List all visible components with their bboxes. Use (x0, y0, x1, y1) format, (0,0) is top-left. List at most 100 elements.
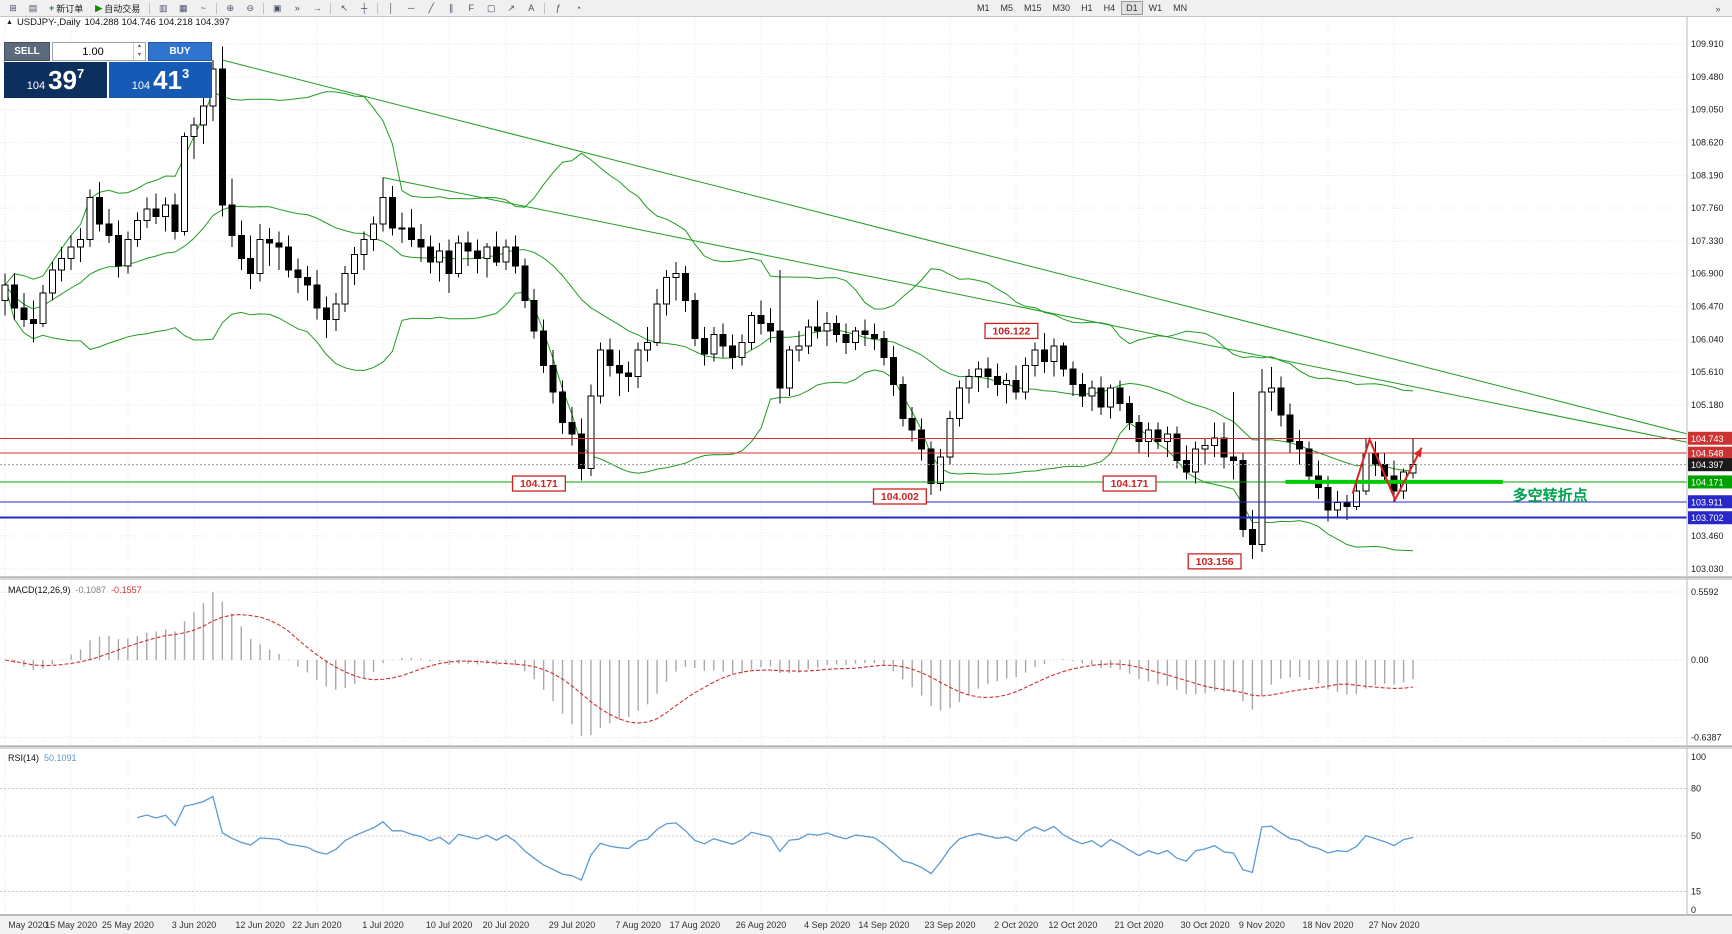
indicators-icon[interactable]: ƒ (555, 3, 561, 13)
candle (199, 98, 207, 144)
time-axis-strip[interactable] (0, 915, 1732, 934)
candlestick-chart-icon[interactable]: ▦ (178, 2, 188, 13)
candle (1088, 380, 1096, 412)
candle (114, 220, 122, 278)
candle (1144, 422, 1152, 457)
autotrading-button-label: 自动交易 (104, 3, 141, 14)
price-axis-label: 109.480 (1691, 72, 1724, 82)
candle (370, 216, 378, 251)
window-separator[interactable] (0, 746, 1732, 749)
auto-scroll-icon[interactable]: » (294, 3, 300, 13)
new-chart-icon[interactable]: ⊞ (9, 2, 17, 13)
date-axis-label: 4 Sep 2020 (804, 920, 850, 930)
chart-shift-icon[interactable]: → (312, 3, 322, 13)
candle (67, 235, 75, 270)
timeframe-button-M1[interactable]: M1 (977, 3, 990, 13)
date-axis-label: 17 Aug 2020 (670, 920, 721, 930)
price-annotation-box[interactable]: 106.122 (984, 322, 1039, 340)
price-annotation-box[interactable]: 104.002 (872, 488, 927, 505)
candle (965, 369, 973, 404)
new-order-button-label: 新订单 (56, 3, 84, 14)
candle (814, 300, 822, 339)
horizontal-line-icon[interactable]: ─ (408, 3, 415, 13)
trendline[interactable] (382, 177, 1687, 443)
timeframe-button-H4[interactable]: H4 (1103, 3, 1116, 13)
window-separator[interactable] (0, 577, 1732, 580)
profiles-icon[interactable]: ▤ (28, 2, 38, 13)
volume-decrease-button[interactable]: ▾ (137, 51, 141, 58)
svg-text:104.743: 104.743 (1691, 434, 1724, 444)
buy-price-sup: 3 (182, 66, 190, 81)
channel-icon[interactable]: ∥ (448, 2, 454, 13)
buy-price-panel[interactable]: 104 41 3 (109, 62, 212, 98)
candle (644, 327, 652, 362)
candle (474, 239, 481, 274)
timeframe-button-MN[interactable]: MN (1173, 3, 1188, 13)
text-tool-icon[interactable]: A (528, 3, 535, 13)
candle (124, 231, 132, 274)
candle (1041, 333, 1048, 373)
turning-point-label[interactable]: 多空转折点 (1513, 487, 1588, 505)
bar-chart-icon[interactable]: ▥ (158, 2, 168, 13)
tile-windows-icon[interactable]: ▣ (272, 2, 282, 13)
buy-price-big: 41 (153, 65, 183, 95)
arrow-tool-icon[interactable]: ↗ (507, 2, 515, 13)
timeframe-button-H1[interactable]: H1 (1081, 3, 1093, 13)
toolbar-separator (330, 2, 332, 14)
price-annotation-box[interactable]: 103.156 (1187, 553, 1242, 570)
svg-text:103.156: 103.156 (1196, 556, 1234, 568)
ohlc-values: 104.288 104.746 104.218 104.397 (84, 17, 230, 28)
autotrading-button[interactable]: ▶ 自动交易 (90, 1, 145, 16)
buy-button[interactable]: BUY (148, 42, 212, 61)
crosshair-icon[interactable]: ┼ (361, 3, 368, 13)
candle (729, 334, 737, 370)
toolbar-overflow-icon[interactable]: » (1715, 3, 1721, 14)
clock-icon[interactable]: ◔ (575, 3, 581, 13)
zigzag-annotation[interactable] (1351, 436, 1423, 502)
price-tag: 104.548 (1688, 446, 1732, 460)
cursor-icon[interactable]: ↖ (340, 2, 348, 13)
candle (152, 193, 160, 225)
price-annotation-box[interactable]: 104.171 (1102, 475, 1157, 492)
candle (1126, 395, 1134, 431)
shapes-icon[interactable]: ▢ (486, 2, 496, 13)
zoom-out-icon[interactable]: ⊖ (246, 2, 254, 13)
timeframe-button-D1[interactable]: D1 (1121, 1, 1143, 15)
trendline[interactable] (222, 59, 1687, 435)
candle (1258, 369, 1266, 553)
timeframe-button-M15[interactable]: M15 (1024, 3, 1042, 13)
zoom-in-icon[interactable]: ⊕ (226, 2, 234, 13)
price-axis-label: 105.610 (1691, 367, 1724, 377)
one-click-collapse-arrow[interactable]: ▲ (6, 19, 13, 26)
trendline-icon[interactable]: ╱ (428, 2, 434, 13)
candle (804, 319, 812, 354)
sell-button[interactable]: SELL (4, 42, 50, 61)
chart-title: ▲ USDJPY-,Daily 104.288 104.746 104.218 … (6, 17, 230, 28)
volume-increase-button[interactable]: ▴ (137, 43, 141, 49)
candle (691, 292, 699, 347)
date-axis-label: 14 Sep 2020 (858, 920, 909, 930)
price-axis-label: 107.760 (1691, 203, 1724, 213)
candle (237, 220, 245, 270)
candle (549, 349, 557, 404)
price-axis-label: 106.040 (1691, 334, 1724, 344)
new-order-button[interactable]: + 新订单 (44, 1, 88, 16)
timeframe-button-W1[interactable]: W1 (1148, 3, 1163, 13)
line-chart-icon[interactable]: ~ (200, 3, 206, 13)
price-axis-label: 108.190 (1691, 170, 1724, 180)
sell-price-panel[interactable]: 104 39 7 (4, 62, 107, 98)
candle (1078, 372, 1086, 408)
timeframe-button-M5[interactable]: M5 (1000, 3, 1014, 13)
price-annotation-box[interactable]: 104.171 (511, 475, 566, 492)
price-axis[interactable]: 109.910 109.480 109.050 108.620 108.190 107.7… (1688, 39, 1732, 574)
candle (1069, 361, 1077, 396)
volume-input[interactable] (53, 43, 133, 60)
candle (1107, 384, 1115, 419)
timeframe-button-M30[interactable]: M30 (1052, 3, 1071, 13)
macd-axis-label: 0.00 (1691, 655, 1709, 665)
vertical-line-icon[interactable]: │ (388, 3, 395, 13)
candle (672, 262, 680, 301)
fibonacci-icon[interactable]: F (468, 3, 474, 13)
